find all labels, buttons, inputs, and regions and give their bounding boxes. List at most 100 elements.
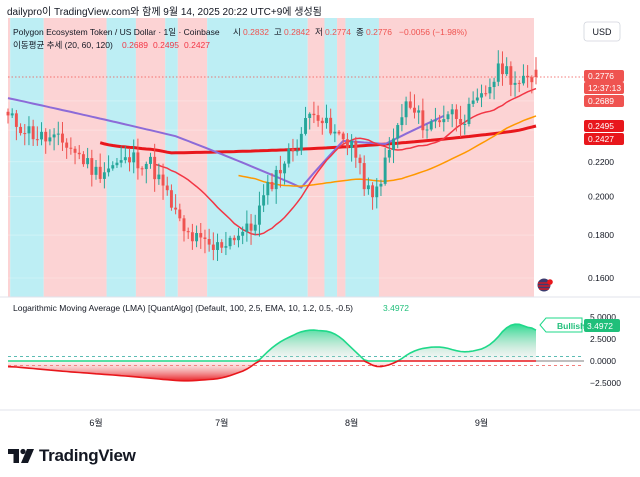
candle-body — [132, 152, 136, 163]
candle-body — [266, 181, 270, 196]
oscillator-positive-area — [8, 324, 536, 361]
ma20-price-label: 0.2689 — [588, 96, 614, 106]
candle-body — [526, 75, 530, 78]
ma120-line — [99, 124, 537, 155]
candle-body — [501, 63, 504, 75]
candle-body — [517, 82, 521, 84]
candle-body — [69, 147, 73, 149]
candle-body — [400, 117, 404, 126]
candle-body — [245, 223, 249, 232]
candle-body — [505, 66, 509, 75]
candle-body — [262, 195, 266, 206]
candle-body — [287, 148, 291, 164]
indicator-label: 이동평균 추세 (20, 60, 120) — [13, 40, 113, 50]
price-grid — [8, 100, 584, 279]
candle-body — [333, 131, 337, 134]
candle-body — [6, 111, 10, 116]
candle-body — [417, 110, 421, 113]
price-change: −0.0056 (−1.98%) — [399, 27, 467, 37]
symbol-title: Polygon Ecosystem Token / US Dollar · 1일… — [13, 27, 220, 37]
candle-body — [341, 133, 345, 140]
oscillator-tick-2: 0.0000 — [590, 356, 616, 366]
flag-icon[interactable] — [536, 277, 553, 293]
candle-body — [408, 101, 412, 108]
price-tick-4: 0.1600 — [588, 273, 614, 283]
time-axis[interactable]: 6월 7월 8월 9월 — [89, 417, 488, 428]
candle-body — [475, 97, 479, 101]
candle-body — [253, 224, 257, 231]
ohlc-value-0: 0.2832 — [243, 27, 269, 37]
candle-body — [111, 165, 115, 169]
currency-button[interactable]: USD — [583, 21, 621, 42]
lma-purple-line — [7, 97, 445, 189]
trend-zone-bear — [8, 18, 11, 297]
candle-body — [312, 113, 316, 116]
ma120-price-label-bg — [584, 133, 624, 145]
candle-body — [484, 93, 488, 95]
candle-body — [463, 123, 467, 125]
candle-body — [299, 133, 303, 151]
candle-body — [178, 209, 182, 219]
candle-body — [534, 69, 538, 77]
candle-body — [136, 152, 140, 169]
candle-body — [35, 139, 39, 141]
candle-body — [174, 207, 178, 210]
trend-zone-bull — [324, 18, 338, 297]
candle-body — [257, 205, 261, 225]
candle-body — [128, 157, 131, 163]
candle-body — [433, 120, 437, 122]
candle-body — [115, 162, 119, 166]
candle-body — [216, 242, 219, 250]
price-labels: 0.2776 12:37:13 0.2689 0.2495 0.2427 — [584, 70, 624, 145]
tradingview-logo: TradingView — [8, 446, 136, 466]
candle-body — [40, 131, 43, 140]
candle-body — [157, 174, 161, 180]
oscillator-axis[interactable]: 5.0000 2.5000 0.0000 −2.5000 — [590, 312, 621, 388]
candle-body — [362, 163, 366, 190]
candle-body — [421, 110, 425, 131]
candle-body — [19, 126, 23, 134]
candle-body — [10, 113, 14, 116]
candle-body — [56, 133, 60, 135]
candlestick-series — [6, 50, 538, 261]
ohlc-value-2: 0.2774 — [325, 27, 351, 37]
chart-header-caption: dailypro이 TradingView.com와 함께 9월 14, 202… — [7, 7, 322, 18]
candle-body — [442, 119, 446, 123]
ohlc-value-1: 0.2842 — [284, 27, 310, 37]
candle-body — [467, 103, 471, 124]
candle-body — [521, 75, 525, 84]
candle-body — [186, 231, 190, 233]
candle-body — [220, 242, 224, 248]
time-tick-1: 7월 — [215, 417, 228, 428]
price-tick-2: 0.2000 — [588, 192, 614, 202]
bullish-signal-label: Bullish — [539, 317, 585, 333]
candle-body — [199, 233, 203, 238]
candle-body — [27, 126, 31, 134]
candle-body — [23, 133, 27, 135]
candle-body — [480, 93, 483, 98]
candle-body — [182, 218, 186, 232]
price-tick-3: 0.1800 — [588, 230, 614, 240]
candle-body — [337, 131, 341, 134]
candle-body — [291, 148, 295, 152]
trend-zone-bull — [10, 18, 44, 297]
candle-body — [329, 117, 333, 134]
candle-body — [492, 81, 496, 88]
candle-body — [98, 166, 102, 179]
ohlc-label-3: 종 — [356, 27, 364, 37]
tradingview-logo-text: TradingView — [39, 446, 136, 465]
candle-body — [425, 129, 429, 131]
indicator-value-ma20: 0.2689 — [122, 40, 148, 50]
oscillator-value-text: 3.4972 — [587, 321, 613, 331]
candle-body — [149, 156, 152, 164]
candle-body — [228, 237, 232, 247]
time-tick-3: 9월 — [475, 417, 488, 428]
candle-body — [471, 100, 475, 104]
candle-body — [207, 238, 211, 245]
candle-body — [81, 154, 85, 165]
candle-body — [429, 121, 433, 130]
candle-body — [446, 114, 450, 120]
candle-body — [371, 185, 375, 198]
ma60-line — [238, 115, 537, 187]
